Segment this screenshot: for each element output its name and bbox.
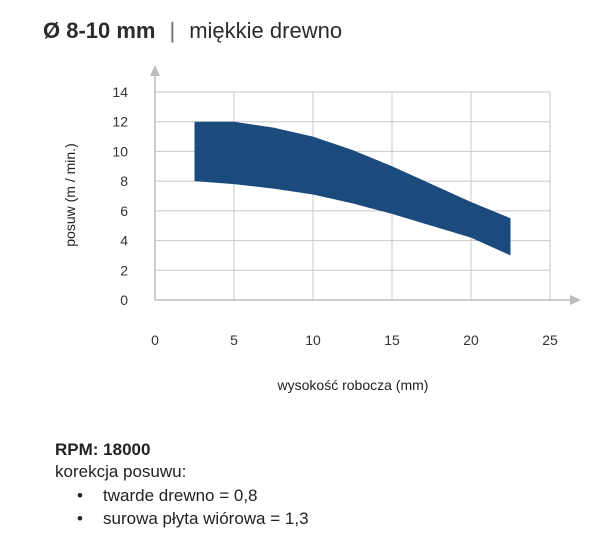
diameter-label: Ø 8-10 mm [43,18,156,43]
x-tick-label: 5 [230,332,238,348]
y-tick-label: 6 [120,203,128,219]
bullet-icon: • [77,486,83,505]
chart-header: Ø 8-10 mm | miękkie drewno [43,18,342,44]
list-item: • twarde drewno = 0,8 [55,484,309,507]
x-tick-label: 10 [305,332,321,348]
x-tick-label: 0 [151,332,159,348]
y-tick-label: 8 [120,173,128,189]
y-axis-arrow-icon [150,65,160,76]
x-axis-arrow-icon [570,295,581,305]
y-tick-label: 4 [120,233,128,249]
feed-rate-chart: 0 2 4 6 8 10 12 14 0 5 10 15 20 25 wysokość robocza (… [62,65,581,393]
y-tick-label: 2 [120,262,128,278]
chart-series [194,121,511,256]
y-tick-label: 14 [112,84,128,100]
x-tick-label: 15 [384,332,400,348]
y-tick-label: 12 [112,114,128,130]
chart-axes [150,65,581,305]
y-tick-label: 10 [112,143,128,159]
x-axis-label: wysokość robocza (mm) [277,377,429,393]
bullet-icon: • [77,509,83,528]
correction-title: korekcja posuwu: [55,462,187,481]
y-tick-label: 0 [120,292,128,308]
x-tick-label: 25 [542,332,558,348]
correction-list: • twarde drewno = 0,8 • surowa płyta wióro… [55,484,309,530]
material-label: miękkie drewno [189,18,343,43]
feed-rate-band [194,121,511,256]
chart-ticks: 0 2 4 6 8 10 12 14 0 5 10 15 20 25 [112,84,558,348]
rpm-label: RPM: 18000 [55,440,151,459]
header-separator: | [169,18,176,43]
y-axis-label: posuw (m / min.) [62,143,78,246]
note-text: surowa płyta wiórowa = 1,3 [103,509,309,528]
x-tick-label: 20 [463,332,479,348]
list-item: • surowa płyta wiórowa = 1,3 [55,507,309,530]
note-text: twarde drewno = 0,8 [103,486,258,505]
